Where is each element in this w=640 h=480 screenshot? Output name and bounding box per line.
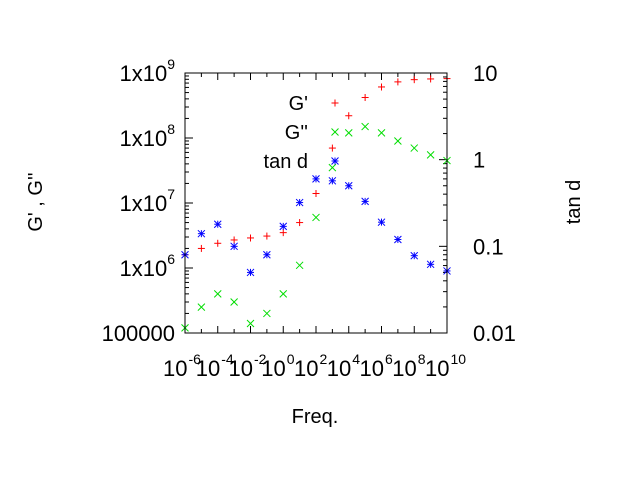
data-point [312, 213, 320, 222]
series-3 [181, 175, 451, 277]
data-point [279, 290, 288, 298]
data-point [279, 222, 288, 231]
data-point [410, 144, 419, 152]
y2-tick-label: 0.1 [473, 234, 504, 259]
y2-axis-label: tan d [563, 180, 585, 224]
series-2 [181, 122, 451, 332]
data-point [247, 234, 254, 242]
legend-marker [331, 99, 339, 107]
x-tick-label: 10-6 [163, 351, 201, 381]
data-point [296, 219, 304, 227]
tick-marks [184, 72, 448, 334]
x-tick-label: 108 [392, 351, 425, 381]
data-point [214, 239, 222, 247]
y2-tick-labels: 0.01 0.1 1 10 [473, 61, 516, 346]
data-point [197, 244, 205, 252]
series-1 [181, 75, 451, 259]
legend-marker [331, 128, 339, 136]
x-tick-label: 104 [327, 351, 360, 381]
data-point [312, 175, 320, 183]
data-point [197, 229, 206, 238]
data-point [377, 218, 386, 227]
x-tick-label: 1010 [425, 351, 466, 381]
data-point [263, 232, 271, 240]
data-point [394, 78, 402, 86]
data-point [394, 235, 402, 244]
x-tick-label: 106 [360, 351, 393, 381]
legend-label: G' [289, 93, 308, 115]
data-point [427, 75, 435, 83]
data-point [230, 298, 238, 306]
y-tick-label: 1x109 [119, 56, 175, 86]
data-point [213, 290, 222, 298]
y-tick-label: 100000 [102, 321, 175, 346]
data-point [377, 128, 386, 137]
data-point [361, 122, 369, 131]
plot-frame [184, 72, 448, 334]
legend-marker [331, 157, 339, 165]
y-tick-label: 1x107 [119, 186, 175, 216]
data-point [213, 220, 222, 229]
legend-label: G'' [285, 122, 308, 144]
data-point [263, 250, 271, 259]
data-point [295, 198, 304, 207]
data-point [378, 83, 385, 91]
data-point [263, 309, 271, 318]
data-point [246, 319, 255, 328]
y-tick-labels: 100000 1x106 1x107 1x108 1x109 [102, 56, 176, 346]
data-point [230, 236, 238, 244]
x-tick-label: 10-4 [196, 351, 234, 381]
data-point [345, 112, 353, 120]
data-point [230, 242, 238, 251]
data-point [328, 163, 337, 172]
data-point [295, 261, 304, 270]
y2-tick-label: 1 [473, 148, 485, 173]
x-tick-label: 102 [294, 351, 327, 381]
data-point [328, 144, 336, 152]
y-tick-label: 1x108 [119, 121, 175, 151]
data-point [361, 93, 369, 101]
data-point [426, 151, 435, 159]
x-tick-label: 10-2 [229, 351, 267, 381]
data-point [410, 251, 419, 260]
y2-tick-label: 0.01 [473, 321, 516, 346]
y2-tick-label: 10 [473, 61, 497, 86]
data-point [361, 197, 369, 206]
data-point [410, 76, 418, 84]
x-tick-label: 100 [261, 351, 294, 381]
data-point [344, 181, 353, 190]
data-point [344, 128, 353, 137]
legend-label: tan d [264, 151, 308, 173]
y-tick-label: 1x106 [119, 251, 175, 281]
data-point [312, 190, 320, 198]
data-point [426, 260, 435, 269]
x-axis-label: Freq. [292, 406, 339, 428]
plot-series [181, 75, 451, 332]
data-point [328, 176, 337, 185]
data-point [279, 229, 287, 237]
legend: G' G'' tan d [264, 93, 339, 173]
data-point [394, 137, 402, 145]
data-point [197, 303, 206, 311]
y-axis-label: G' , G'' [25, 172, 47, 231]
data-point [246, 268, 255, 277]
